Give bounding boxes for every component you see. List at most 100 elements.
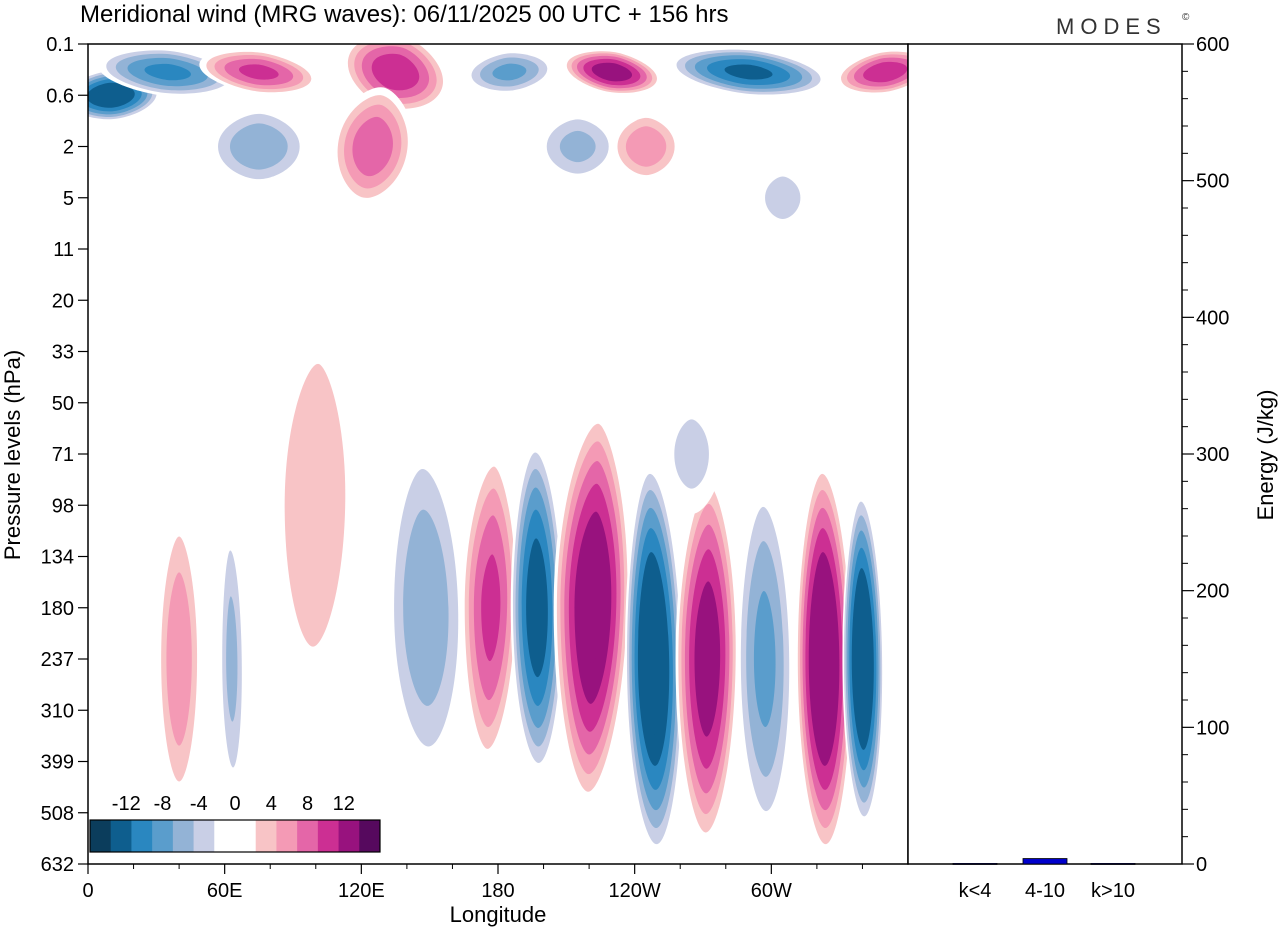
x-tick-label: 180 xyxy=(481,880,514,902)
y-tick-label: 180 xyxy=(41,598,74,620)
contour-band xyxy=(625,126,667,167)
negative-wind-cell xyxy=(736,479,794,839)
negative-wind-cell xyxy=(387,437,466,778)
wind-contours xyxy=(88,44,908,859)
negative-wind-cell xyxy=(208,106,309,187)
negative-wind-cell xyxy=(219,519,245,799)
energy-y-axis-label: Energy (J/kg) xyxy=(1253,390,1278,521)
colorbar-label: -4 xyxy=(190,793,208,815)
energy-tick-label: 200 xyxy=(1196,581,1229,603)
y-tick-label: 33 xyxy=(52,342,74,364)
contour-band xyxy=(591,62,632,82)
y-tick-label: 5 xyxy=(63,188,74,210)
colorbar-swatch xyxy=(90,820,112,852)
colorbar-legend: -12 -8 -4 0 4 8 12 xyxy=(89,793,381,853)
positive-wind-cell xyxy=(675,469,739,849)
contour-band xyxy=(765,176,801,219)
y-tick-label: 508 xyxy=(41,803,74,825)
colorbar-swatch xyxy=(255,820,277,852)
contour-band xyxy=(229,123,288,170)
colorbar-label: 4 xyxy=(266,793,277,815)
y-tick-label: 50 xyxy=(52,393,74,415)
colorbar-swatch xyxy=(131,820,153,852)
contour-band xyxy=(642,583,665,735)
contour-plot: 0 60E 120E 180 120W 60W 0.1 0.6 2 5 11 20 33 50 71 98 1… xyxy=(0,34,909,927)
chart-title: Meridional wind (MRG waves): 06/11/2025 … xyxy=(80,1,729,28)
colorbar-swatch xyxy=(317,820,340,852)
positive-wind-cell xyxy=(332,87,414,206)
negative-wind-cell xyxy=(668,47,829,97)
positive-wind-cell xyxy=(461,447,519,768)
positive-wind-cell xyxy=(157,509,202,809)
negative-wind-cell xyxy=(661,394,722,514)
negative-wind-cell xyxy=(842,489,884,829)
energy-tick-label: 100 xyxy=(1196,717,1229,739)
colorbar-swatch xyxy=(297,820,319,852)
y-tick-label: 632 xyxy=(41,854,74,876)
colorbar-swatch xyxy=(235,820,257,852)
x-tick-label: 120E xyxy=(338,880,385,902)
x-tick-label: 120W xyxy=(609,880,661,902)
y-axis-label: Pressure levels (hPa) xyxy=(0,350,25,560)
brand-wordmark: MODES xyxy=(1056,14,1167,39)
positive-wind-cell xyxy=(271,305,358,706)
contour-band xyxy=(352,116,393,177)
y-tick-label: 2 xyxy=(63,137,74,159)
colorbar-swatch xyxy=(152,820,174,852)
y-tick-label: 134 xyxy=(41,547,74,569)
colorbar-label: 0 xyxy=(229,793,240,815)
y-tick-label: 71 xyxy=(52,444,74,466)
colorbar-swatch xyxy=(172,820,195,852)
colorbar-label: -12 xyxy=(112,793,141,815)
energy-bar-2 xyxy=(1090,863,1136,865)
contour-band xyxy=(403,509,449,706)
energy-bar-0 xyxy=(952,863,998,865)
contour-band xyxy=(526,538,548,678)
colorbar-swatch xyxy=(276,820,298,852)
energy-tick-label: 600 xyxy=(1196,34,1229,56)
positive-wind-cell xyxy=(835,49,908,95)
y-axis-ticks: 0.1 0.6 2 5 11 20 33 50 71 98 134 180 237 310 399 508 63… xyxy=(41,34,88,876)
energy-plot-frame xyxy=(907,43,1183,865)
x-tick-label: 0 xyxy=(82,880,93,902)
contour-band xyxy=(492,63,527,81)
x-tick-label: 60E xyxy=(207,880,243,902)
positive-wind-cell xyxy=(611,111,682,182)
energy-tick-label: 300 xyxy=(1196,444,1229,466)
contour-band xyxy=(559,130,596,163)
contour-band xyxy=(481,554,501,662)
negative-wind-cell xyxy=(624,459,684,859)
contour-band xyxy=(854,594,871,724)
y-tick-label: 310 xyxy=(41,700,74,722)
positive-wind-cell xyxy=(562,49,662,95)
colorbar-swatch xyxy=(193,820,215,852)
x-axis-label: Longitude xyxy=(450,902,547,927)
contour-band xyxy=(724,64,773,80)
negative-wind-cell xyxy=(510,437,564,778)
y-tick-label: 20 xyxy=(52,290,74,312)
colorbar-label: 12 xyxy=(333,793,355,815)
energy-category-label: 4-10 xyxy=(1025,880,1065,902)
energy-tick-label: 500 xyxy=(1196,171,1229,193)
colorbar-swatch xyxy=(338,820,360,852)
contour-band xyxy=(96,88,125,103)
energy-tick-label: 400 xyxy=(1196,307,1229,329)
colorbar-frame xyxy=(89,819,381,853)
contour-band xyxy=(582,552,604,664)
colorbar-swatch xyxy=(359,820,381,852)
contour-band xyxy=(753,590,776,728)
y-tick-label: 399 xyxy=(41,752,74,774)
x-tick-label: 60W xyxy=(751,880,792,902)
brand-logo: MODES © xyxy=(1056,12,1190,39)
energy-y-axis-ticks: 0 100 200 300 400 500 600 xyxy=(1182,34,1229,876)
energy-x-axis-ticks: k<4 4-10 k>10 xyxy=(959,880,1135,902)
y-tick-label: 11 xyxy=(53,239,74,261)
energy-plot: 0 100 200 300 400 500 600 k<4 4-10 k>10 Energy (… xyxy=(907,34,1278,902)
positive-wind-cell xyxy=(553,407,631,808)
x-axis-ticks: 0 60E 120E 180 120W 60W xyxy=(82,864,863,902)
colorbar-swatch xyxy=(110,820,132,852)
colorbar-label: 8 xyxy=(302,793,313,815)
energy-category-label: k<4 xyxy=(959,880,992,902)
positive-wind-cell xyxy=(795,459,853,859)
colorbar-swatch xyxy=(214,820,236,852)
